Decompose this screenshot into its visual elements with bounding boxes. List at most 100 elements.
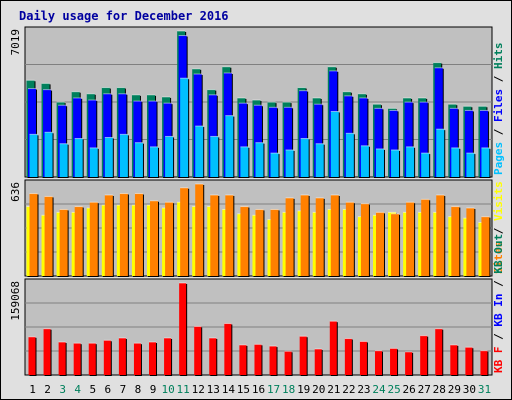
legend-separator: /	[492, 274, 505, 294]
x-tick-label-day-12: 12	[192, 383, 205, 396]
legend-kb-f: KB F	[492, 347, 505, 374]
bar-files-day-23	[359, 97, 368, 177]
x-tick-label-day-30: 30	[463, 383, 476, 396]
bar-pages-day-9	[150, 146, 159, 177]
bar-kbf-day-20	[314, 348, 322, 375]
x-tick-label-day-25: 25	[387, 383, 400, 396]
legend-pages: Pages	[492, 142, 505, 175]
bar-kbf-day-3	[58, 342, 66, 375]
panel-1-ymax-label: 7019	[9, 29, 22, 56]
x-tick-label-day-15: 15	[237, 383, 250, 396]
panel-3-ymax-label: 159068	[9, 281, 22, 321]
bar-sites-day-1	[29, 193, 38, 276]
bar-kbf-day-12	[194, 326, 202, 375]
x-tick-label-day-20: 20	[312, 383, 325, 396]
chart-title: Daily usage for December 2016	[19, 9, 229, 23]
bar-files-day-6	[103, 93, 112, 177]
bar-pages-day-30	[466, 153, 475, 177]
bar-kbf-day-7	[118, 337, 126, 375]
legend-kb-out: KB Out	[492, 234, 505, 274]
x-tick-label-day-19: 19	[297, 383, 310, 396]
bar-sites-day-11	[180, 187, 189, 276]
legend-separator: /	[492, 122, 505, 142]
x-tick-label-day-1: 1	[29, 383, 36, 396]
x-tick-label-day-29: 29	[448, 383, 461, 396]
bar-files-day-15	[238, 103, 247, 177]
bar-sites-day-5	[89, 202, 98, 276]
bar-pages-day-23	[360, 145, 369, 177]
bar-files-day-26	[404, 102, 413, 177]
bar-sites-day-22	[345, 202, 354, 276]
bar-files-day-8	[133, 101, 142, 177]
bar-pages-day-17	[270, 153, 279, 177]
x-tick-label-day-10: 10	[161, 383, 174, 396]
legend-separator: /	[492, 327, 505, 347]
bar-kbf-day-6	[103, 340, 111, 375]
bar-sites-day-4	[74, 206, 83, 276]
bar-sites-day-16	[255, 209, 264, 276]
bar-sites-day-28	[436, 194, 445, 276]
bar-pages-day-22	[345, 133, 354, 177]
bar-sites-day-21	[330, 194, 339, 276]
legend-files: Files	[492, 89, 505, 122]
bar-pages-day-25	[391, 149, 400, 177]
x-tick-label-day-31: 31	[478, 383, 491, 396]
bar-kbf-day-1	[28, 336, 36, 375]
bar-files-day-30	[464, 110, 473, 177]
x-tick-label-day-18: 18	[282, 383, 295, 396]
bar-sites-day-14	[225, 194, 234, 276]
x-tick-label-day-8: 8	[135, 383, 142, 396]
x-tick-label-day-9: 9	[150, 383, 157, 396]
bar-kbf-day-14	[224, 323, 232, 375]
bar-sites-day-26	[406, 202, 415, 276]
bar-kbf-day-29	[450, 344, 458, 375]
legend-separator: /	[492, 69, 505, 89]
bar-sites-day-25	[391, 213, 400, 276]
bar-pages-day-31	[481, 147, 490, 177]
bar-pages-day-20	[315, 143, 324, 177]
bar-pages-day-13	[210, 136, 219, 177]
panel-1-legend: Pages / Files / Hits	[492, 43, 505, 176]
bar-pages-day-16	[255, 142, 264, 177]
bar-sites-day-13	[210, 194, 219, 276]
bar-sites-day-27	[421, 199, 430, 276]
bar-pages-day-1	[29, 134, 38, 177]
bar-sites-day-19	[300, 194, 309, 276]
bar-sites-day-6	[104, 194, 113, 276]
x-tick-label-day-26: 26	[403, 383, 416, 396]
bar-kbf-day-11	[179, 283, 187, 375]
bar-pages-day-7	[119, 134, 128, 177]
bar-sites-day-31	[481, 216, 490, 276]
bar-files-day-16	[253, 105, 262, 177]
bar-kbf-day-24	[374, 350, 382, 375]
bar-kbf-day-4	[73, 343, 81, 375]
bar-pages-day-12	[195, 126, 204, 177]
bar-sites-day-18	[285, 197, 294, 276]
bar-files-day-24	[374, 108, 383, 177]
x-tick-label-day-3: 3	[59, 383, 66, 396]
bar-sites-day-10	[165, 202, 174, 276]
bar-pages-day-3	[59, 143, 68, 177]
x-tick-label-day-21: 21	[327, 383, 340, 396]
bar-files-day-28	[434, 67, 443, 177]
bar-sites-day-9	[150, 200, 159, 276]
bar-kbf-day-9	[149, 342, 157, 375]
bar-kbf-day-10	[164, 337, 172, 375]
bar-pages-day-29	[451, 147, 460, 177]
x-tick-label-day-11: 11	[177, 383, 190, 396]
bar-pages-day-4	[74, 138, 83, 177]
x-tick-label-day-13: 13	[207, 383, 220, 396]
bar-pages-day-2	[44, 132, 53, 177]
bar-sites-day-2	[44, 196, 53, 276]
bar-kbf-day-22	[344, 338, 352, 375]
bar-kbf-day-26	[405, 351, 413, 375]
bar-kbf-day-21	[329, 321, 337, 375]
x-tick-label-day-17: 17	[267, 383, 280, 396]
bar-kbf-day-28	[435, 328, 443, 375]
x-tick-label-day-28: 28	[433, 383, 446, 396]
bar-files-day-12	[193, 74, 202, 177]
bar-pages-day-11	[180, 78, 189, 177]
bar-sites-day-3	[59, 209, 68, 276]
bar-kbf-day-31	[480, 350, 488, 375]
